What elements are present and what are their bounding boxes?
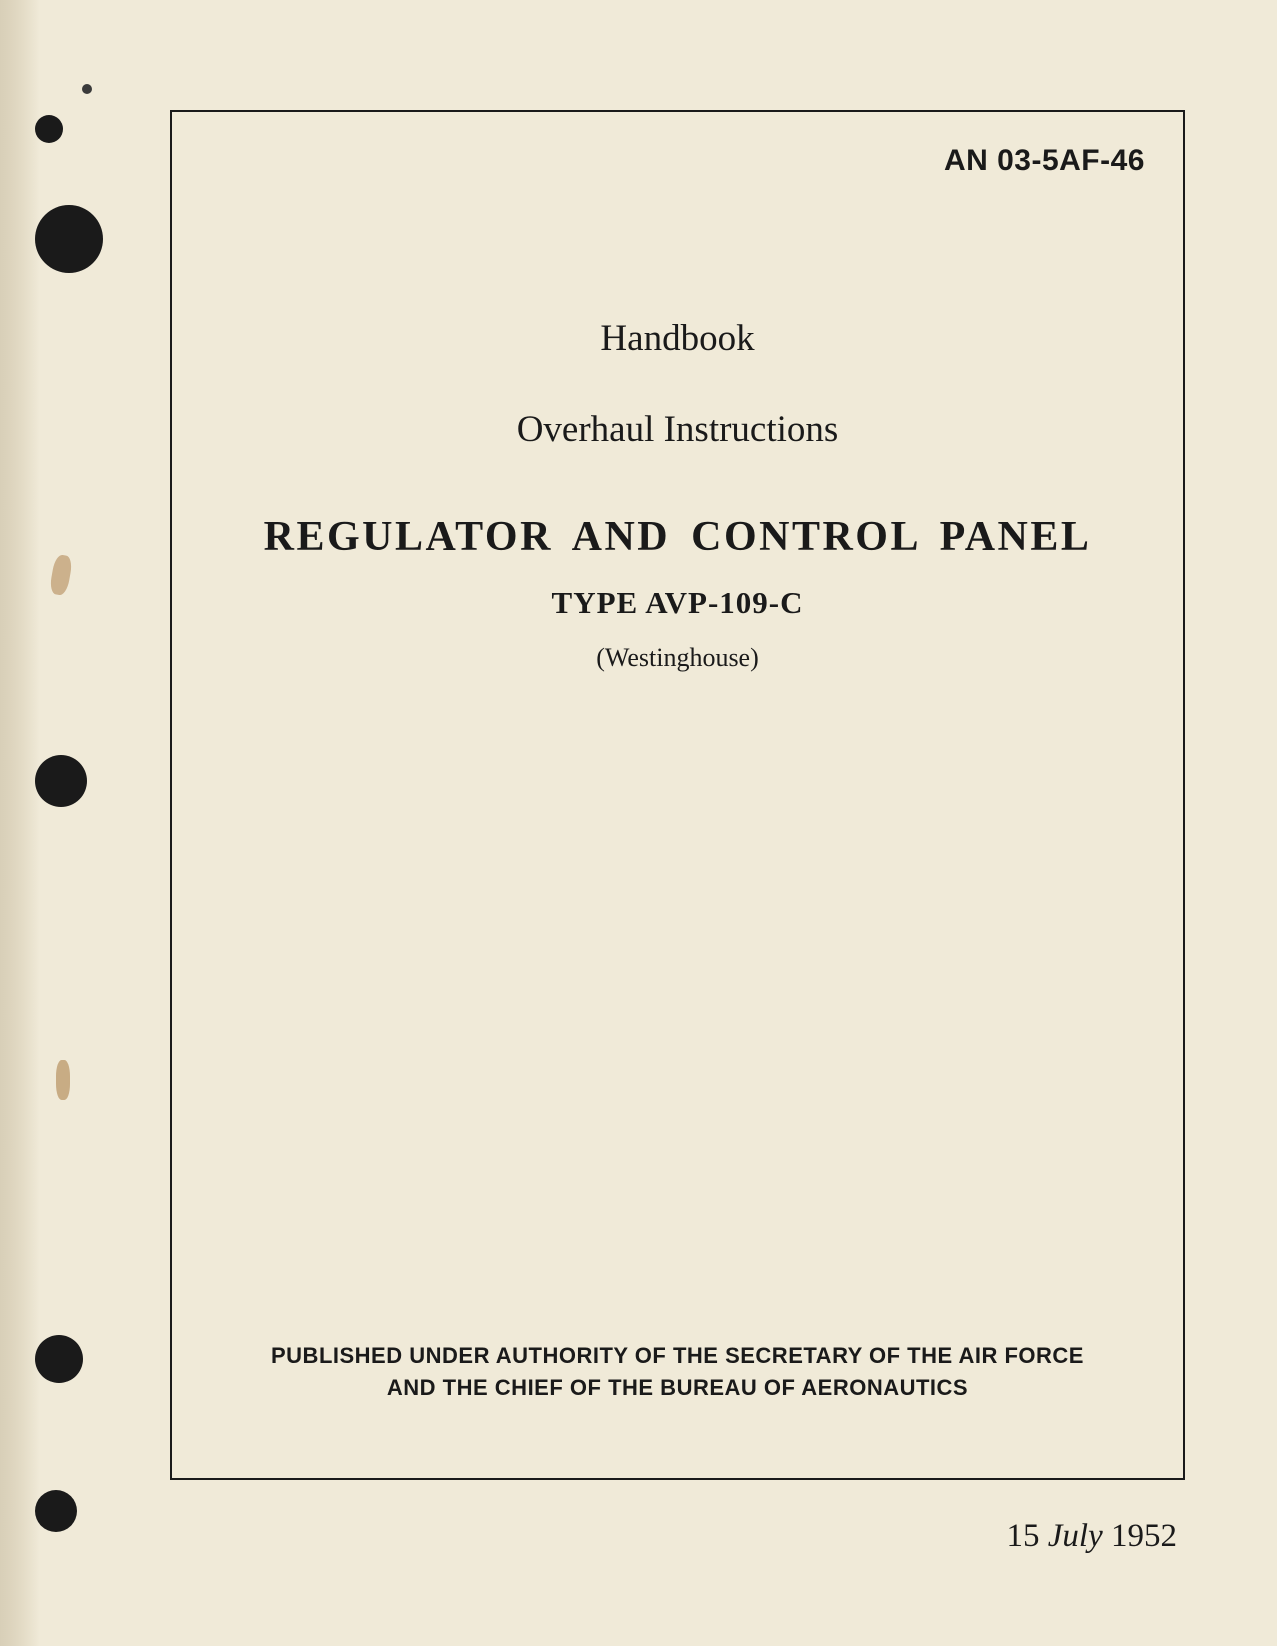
rust-stain <box>49 554 74 597</box>
title-overhaul: Overhaul Instructions <box>172 408 1183 451</box>
title-type: TYPE AVP-109-C <box>172 585 1183 621</box>
spine-shadow <box>0 0 40 1646</box>
content-frame: AN 03-5AF-46 Handbook Overhaul Instructi… <box>170 110 1185 1480</box>
date-day: 15 <box>1007 1518 1040 1554</box>
binder-hole <box>35 1335 83 1383</box>
binder-hole <box>35 205 103 273</box>
small-mark <box>82 84 92 94</box>
binder-hole <box>35 755 87 807</box>
publication-date: 15 July 1952 <box>1007 1518 1177 1555</box>
publisher-block: PUBLISHED UNDER AUTHORITY OF THE SECRETA… <box>172 1340 1183 1404</box>
title-handbook: Handbook <box>172 317 1183 360</box>
rust-stain <box>56 1060 70 1100</box>
date-year: 1952 <box>1111 1518 1177 1554</box>
document-page: AN 03-5AF-46 Handbook Overhaul Instructi… <box>0 0 1277 1646</box>
publisher-line-2: AND THE CHIEF OF THE BUREAU OF AERONAUTI… <box>172 1372 1183 1404</box>
binder-hole <box>35 115 63 143</box>
title-block: Handbook Overhaul Instructions REGULATOR… <box>172 317 1183 673</box>
date-month: July <box>1048 1518 1103 1554</box>
title-main: REGULATOR AND CONTROL PANEL <box>172 513 1183 561</box>
publisher-line-1: PUBLISHED UNDER AUTHORITY OF THE SECRETA… <box>172 1340 1183 1372</box>
document-number: AN 03-5AF-46 <box>944 144 1145 178</box>
title-manufacturer: (Westinghouse) <box>172 643 1183 673</box>
binder-hole <box>35 1490 77 1532</box>
